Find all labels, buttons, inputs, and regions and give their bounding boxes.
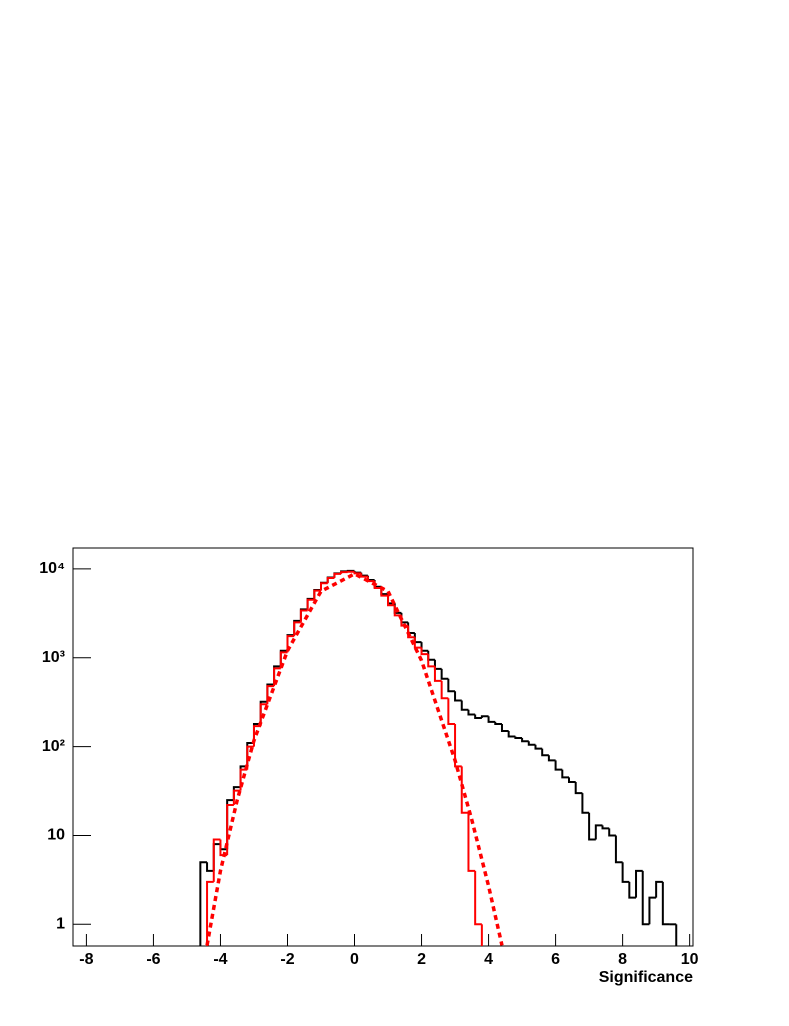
x-tick-label: -2 <box>280 951 294 968</box>
x-tick-label: 0 <box>350 951 359 968</box>
histogram-bin <box>589 813 596 840</box>
histogram-bin <box>361 573 368 576</box>
histogram-bin <box>475 714 482 718</box>
histogram-bin <box>254 726 261 746</box>
histogram-bin <box>616 835 623 862</box>
histogram-bin <box>502 724 509 731</box>
histogram-bin <box>368 576 375 580</box>
histogram-bin <box>442 681 449 698</box>
histogram-bin <box>415 633 422 642</box>
histogram-bin <box>207 862 214 871</box>
x-tick-label: 4 <box>484 951 493 968</box>
x-tick-label: -8 <box>79 951 93 968</box>
x-tick-label: 8 <box>618 951 627 968</box>
histogram-bin <box>475 871 482 924</box>
y-tick-label: 10 <box>47 827 65 844</box>
histogram-bin <box>455 691 462 700</box>
histogram-bin <box>200 862 207 946</box>
y-tick-label: 1 <box>56 916 65 933</box>
histogram-bin <box>603 825 610 828</box>
histogram-bin <box>355 571 362 573</box>
histogram-bin <box>623 862 630 882</box>
plot-frame <box>73 548 693 946</box>
x-tick-label: -6 <box>146 951 160 968</box>
histogram-bin <box>482 716 489 718</box>
histogram-bin <box>495 722 502 724</box>
histogram-bin <box>609 828 616 835</box>
histogram-bin <box>529 741 536 745</box>
histogram-bin <box>328 578 335 583</box>
histogram-bin <box>569 777 576 782</box>
x-tick-label: -4 <box>213 951 227 968</box>
histogram-bin <box>556 760 563 769</box>
histogram-bin <box>562 770 569 778</box>
histogram-bin <box>636 871 643 898</box>
y-tick-label: 10³ <box>42 649 65 666</box>
histogram-bin <box>515 736 522 738</box>
x-tick-label: 10 <box>681 951 699 968</box>
histogram-bin <box>227 800 234 849</box>
histogram-bin <box>542 749 549 756</box>
histogram-bin <box>522 738 529 741</box>
histogram-bin <box>549 755 556 760</box>
histogram-bin <box>422 642 429 651</box>
histogram-bin <box>241 770 248 791</box>
histogram-bin <box>334 574 341 578</box>
histogram-bin <box>448 679 455 691</box>
histogram-bin <box>596 825 603 839</box>
histogram-bin <box>428 651 435 660</box>
fit-curve <box>207 574 502 945</box>
histogram-bin <box>629 882 636 898</box>
histogram-bin <box>341 572 348 574</box>
x-tick-label: 2 <box>417 951 426 968</box>
histogram-bin <box>214 844 221 871</box>
histogram-bin <box>509 731 516 737</box>
histogram-bin <box>489 716 496 722</box>
histogram-bin <box>442 669 449 679</box>
histogram-bin <box>663 882 670 924</box>
histogram-bin <box>448 698 455 724</box>
histogram-bin <box>435 660 442 669</box>
histogram-bin <box>535 745 542 749</box>
x-axis-label: Significance <box>599 969 693 986</box>
y-tick-label: 10⁴ <box>39 560 65 577</box>
x-tick-label: 6 <box>551 951 560 968</box>
histogram-bin <box>643 871 650 924</box>
histogram-bin <box>576 782 583 793</box>
histogram-bin <box>214 840 221 882</box>
histogram-bin <box>582 793 589 813</box>
histogram-bin <box>462 701 469 710</box>
histogram-bin <box>649 898 656 925</box>
histogram-bin <box>656 882 663 898</box>
y-tick-label: 10² <box>42 738 65 755</box>
histogram-bin <box>468 710 475 715</box>
